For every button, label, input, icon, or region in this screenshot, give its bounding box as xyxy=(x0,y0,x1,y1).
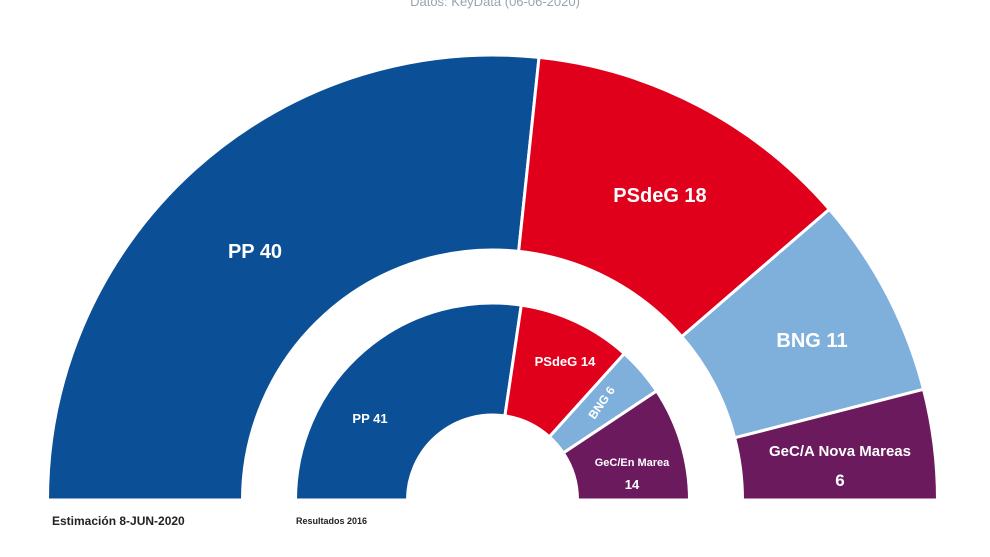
seat-label: GeC/A Nova Mareas xyxy=(769,443,911,460)
outer-seat-arc-psdeg xyxy=(516,55,832,339)
outer-ring-caption: Estimación 8-JUN-2020 xyxy=(52,514,185,528)
seat-label: PP 40 xyxy=(228,241,282,263)
inner-seat-arc-pp xyxy=(293,301,523,502)
chart-subtitle: Datos: KeyData (06-06-2020) xyxy=(410,0,580,9)
seat-label: PSdeG 18 xyxy=(613,185,706,207)
seat-label: PSdeG 14 xyxy=(535,354,596,369)
outer-seat-arc-gec-a-nova-mareas xyxy=(732,387,940,502)
seat-label: PP 41 xyxy=(352,411,387,426)
seat-label: GeC/En Marea xyxy=(595,457,670,469)
seat-count-label: 14 xyxy=(625,477,640,492)
seat-count-label: 6 xyxy=(835,471,844,490)
inner-seat-arc-gec-en-marea xyxy=(561,388,692,502)
inner-ring-caption: Resultados 2016 xyxy=(296,516,368,526)
seat-label: BNG 11 xyxy=(776,330,847,352)
outer-seat-arc-pp xyxy=(45,53,541,502)
